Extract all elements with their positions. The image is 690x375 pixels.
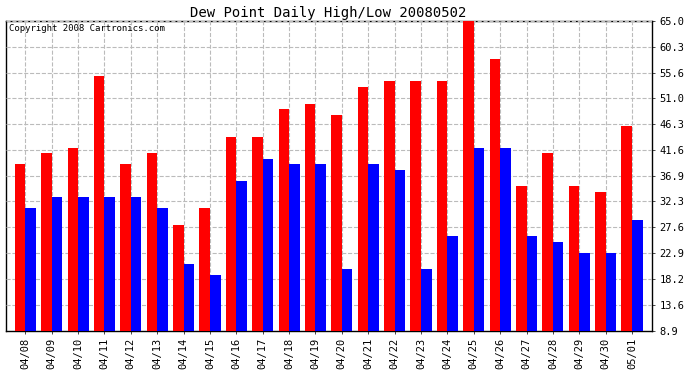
- Bar: [131, 198, 141, 330]
- Bar: [463, 21, 474, 330]
- Bar: [331, 115, 342, 330]
- Bar: [384, 81, 395, 330]
- Bar: [199, 209, 210, 330]
- Bar: [606, 253, 616, 330]
- Bar: [78, 198, 88, 330]
- Bar: [157, 209, 168, 330]
- Bar: [580, 253, 590, 330]
- Bar: [237, 181, 247, 330]
- Bar: [120, 164, 131, 330]
- Bar: [263, 159, 273, 330]
- Bar: [490, 59, 500, 330]
- Bar: [305, 104, 315, 330]
- Bar: [437, 81, 447, 330]
- Bar: [357, 87, 368, 330]
- Bar: [184, 264, 194, 330]
- Bar: [622, 126, 632, 330]
- Bar: [41, 153, 52, 330]
- Bar: [500, 148, 511, 330]
- Bar: [542, 153, 553, 330]
- Bar: [342, 269, 353, 330]
- Bar: [516, 186, 526, 330]
- Bar: [104, 198, 115, 330]
- Bar: [569, 186, 580, 330]
- Bar: [395, 170, 405, 330]
- Bar: [14, 164, 26, 330]
- Bar: [553, 242, 564, 330]
- Bar: [526, 236, 537, 330]
- Bar: [421, 269, 431, 330]
- Bar: [632, 219, 642, 330]
- Bar: [26, 209, 36, 330]
- Bar: [52, 198, 62, 330]
- Bar: [147, 153, 157, 330]
- Bar: [210, 275, 221, 330]
- Title: Dew Point Daily High/Low 20080502: Dew Point Daily High/Low 20080502: [190, 6, 467, 20]
- Bar: [279, 109, 289, 330]
- Bar: [68, 148, 78, 330]
- Text: Copyright 2008 Cartronics.com: Copyright 2008 Cartronics.com: [9, 24, 165, 33]
- Bar: [173, 225, 184, 330]
- Bar: [315, 164, 326, 330]
- Bar: [411, 81, 421, 330]
- Bar: [252, 137, 263, 330]
- Bar: [595, 192, 606, 330]
- Bar: [289, 164, 299, 330]
- Bar: [447, 236, 458, 330]
- Bar: [94, 76, 104, 330]
- Bar: [368, 164, 379, 330]
- Bar: [226, 137, 237, 330]
- Bar: [474, 148, 484, 330]
